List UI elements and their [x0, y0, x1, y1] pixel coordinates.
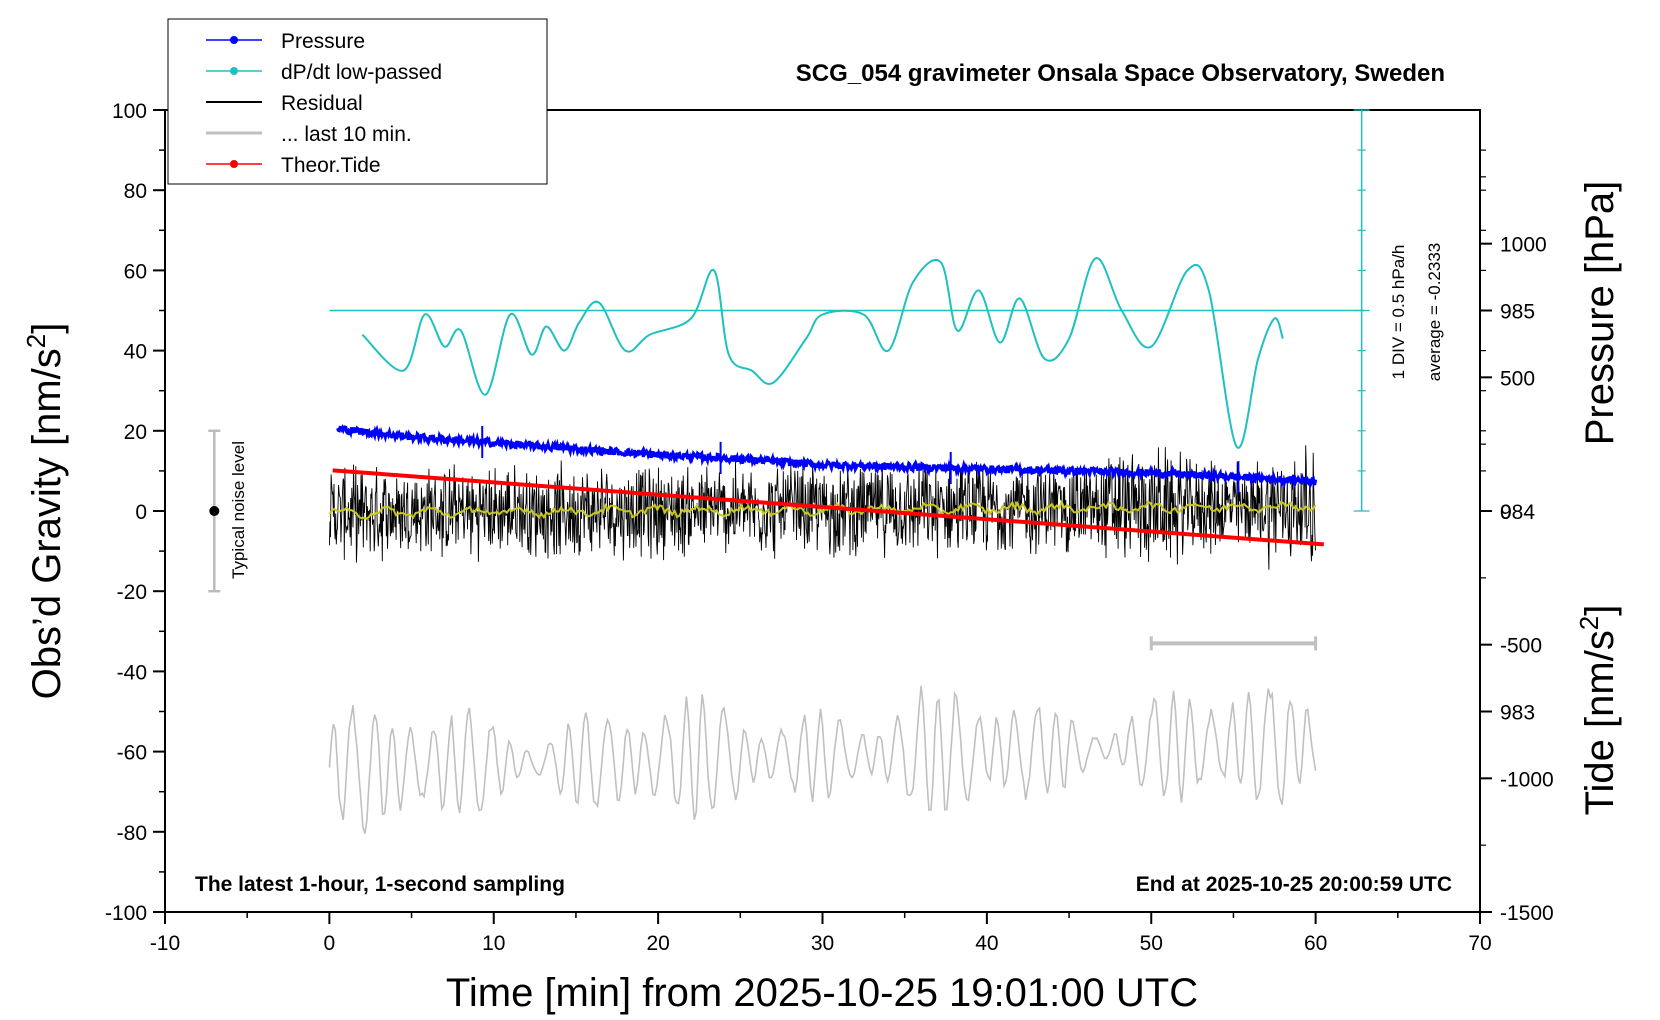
- legend-label-residual: Residual: [281, 92, 363, 115]
- legend-label-dpdt: dP/dt low-passed: [281, 61, 442, 84]
- x-tick-label: 60: [1304, 932, 1327, 955]
- legend-marker-dpdt: [230, 67, 238, 75]
- y-tick-label: -40: [117, 661, 147, 684]
- x-tick-label: -10: [150, 932, 180, 955]
- tide-axis-title: Tide [nm/s2]: [1574, 605, 1622, 816]
- x-axis-ticks: -10 0 10 20 30 40 50 60 70: [150, 912, 1492, 955]
- x-tick-label: 10: [482, 932, 505, 955]
- y-tick-label: -20: [117, 581, 147, 604]
- y-tick-label: -100: [105, 902, 147, 925]
- legend-label-last10: ... last 10 min.: [281, 123, 412, 146]
- y-axis-ticks: 100 80 60 40 20 0 -20 -40 -60 -80 -100: [105, 100, 165, 925]
- x-tick-label: 50: [1140, 932, 1163, 955]
- y-tick-label: 100: [112, 100, 147, 123]
- pressure-tick-label: 984: [1500, 501, 1535, 524]
- residual-smoothed-line: [328, 499, 1317, 520]
- tide-axis-ticks: 1000 500 0 -500 -1000 -1500: [1480, 176, 1554, 925]
- tide-series-line: [332, 468, 1324, 547]
- legend: Pressure dP/dt low-passed Residual ... l…: [167, 18, 548, 185]
- y-tick-label: 20: [124, 421, 147, 444]
- pressure-series-line: [336, 423, 1318, 490]
- tide-tick-label: -1000: [1500, 768, 1554, 791]
- latest-hour-note: The latest 1-hour, 1-second sampling: [195, 873, 565, 896]
- y-tick-label: 60: [124, 260, 147, 283]
- pressure-tick-label: 983: [1500, 702, 1535, 725]
- x-tick-label: 0: [324, 932, 336, 955]
- pressure-axis-title: Pressure [hPa]: [1578, 181, 1622, 446]
- residual-series-line: [328, 445, 1316, 570]
- legend-marker-tide: [230, 160, 238, 168]
- series-layer: [208, 109, 1370, 834]
- x-tick-label: 20: [646, 932, 669, 955]
- noise-level-dot: [209, 506, 220, 516]
- y-tick-label: 0: [135, 501, 147, 524]
- y-axis-title-tail: ]: [25, 323, 69, 334]
- y-tick-label: 40: [124, 341, 147, 364]
- dpdt-series-line: [361, 257, 1284, 449]
- legend-label-pressure: Pressure: [281, 30, 365, 53]
- tide-tick-label: -500: [1500, 635, 1542, 658]
- end-time-note: End at 2025-10-25 20:00:59 UTC: [1136, 873, 1452, 896]
- last10-series-line: [328, 685, 1317, 834]
- x-tick-label: 40: [975, 932, 998, 955]
- x-axis-title: Time [min] from 2025-10-25 19:01:00 UTC: [446, 971, 1198, 1015]
- y-tick-label: 80: [124, 180, 147, 203]
- tide-tick-label: 1000: [1500, 234, 1547, 257]
- legend-label-tide: Theor.Tide: [281, 154, 381, 177]
- chart-title: SCG_054 gravimeter Onsala Space Observat…: [796, 60, 1445, 87]
- tide-tick-label: 500: [1500, 367, 1535, 390]
- y-tick-label: -60: [117, 742, 147, 765]
- dpdt-average-label: average = -0.2333: [1425, 243, 1444, 381]
- y-tick-label: -80: [117, 822, 147, 845]
- pressure-tick-label: 985: [1500, 301, 1535, 324]
- y-axis-title-main: Obs’d Gravity [nm/s: [25, 348, 69, 699]
- dpdt-division-label: 1 DIV = 0.5 hPa/h: [1389, 245, 1408, 380]
- y-axis-title-superscript: 2: [21, 334, 51, 348]
- y-axis-title: Obs’d Gravity [nm/s2]: [21, 323, 69, 700]
- tide-axis-title-tail: ]: [1578, 605, 1622, 616]
- tide-tick-label: 0: [1500, 501, 1512, 524]
- pressure-axis-ticks: 985 984 983: [1480, 149, 1535, 725]
- x-tick-label: 70: [1468, 932, 1491, 955]
- noise-level-label: Typical noise level: [229, 441, 248, 579]
- legend-marker-pressure: [230, 36, 238, 44]
- tide-tick-label: -1500: [1500, 902, 1554, 925]
- x-tick-label: 30: [811, 932, 834, 955]
- tide-axis-title-superscript: 2: [1574, 616, 1604, 630]
- tide-axis-title-main: Tide [nm/s: [1578, 630, 1622, 815]
